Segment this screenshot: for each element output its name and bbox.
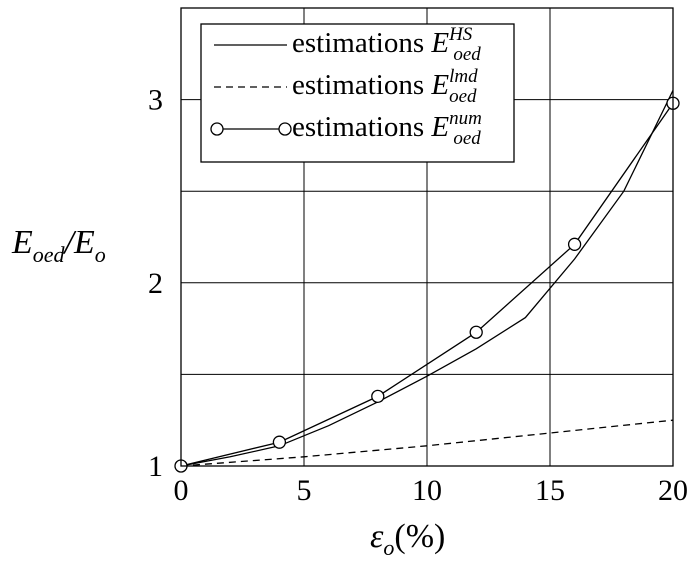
x-tick-label: 15 bbox=[535, 474, 565, 507]
legend-label-hs: estimations EHS oed bbox=[292, 24, 481, 65]
y-tick-label: 2 bbox=[148, 267, 163, 300]
legend-marker bbox=[211, 123, 223, 135]
y-axis-title: Eoed/Eo bbox=[11, 224, 106, 267]
x-tick-label: 5 bbox=[297, 474, 312, 507]
legend-label-num: estimations Enum oed bbox=[292, 108, 482, 149]
y-tick-label: 1 bbox=[148, 450, 163, 483]
x-tick-label: 20 bbox=[658, 474, 688, 507]
data-point-num bbox=[569, 238, 581, 250]
x-tick-label: 10 bbox=[412, 474, 442, 507]
y-tick-label: 3 bbox=[148, 84, 163, 117]
legend-marker bbox=[279, 123, 291, 135]
data-point-num bbox=[273, 436, 285, 448]
x-axis-title: εo(%) bbox=[370, 518, 445, 560]
data-point-num bbox=[372, 390, 384, 402]
data-point-num bbox=[470, 326, 482, 338]
legend-label-lmd: estimations Elmd oed bbox=[292, 66, 478, 107]
x-tick-label: 0 bbox=[174, 474, 189, 507]
